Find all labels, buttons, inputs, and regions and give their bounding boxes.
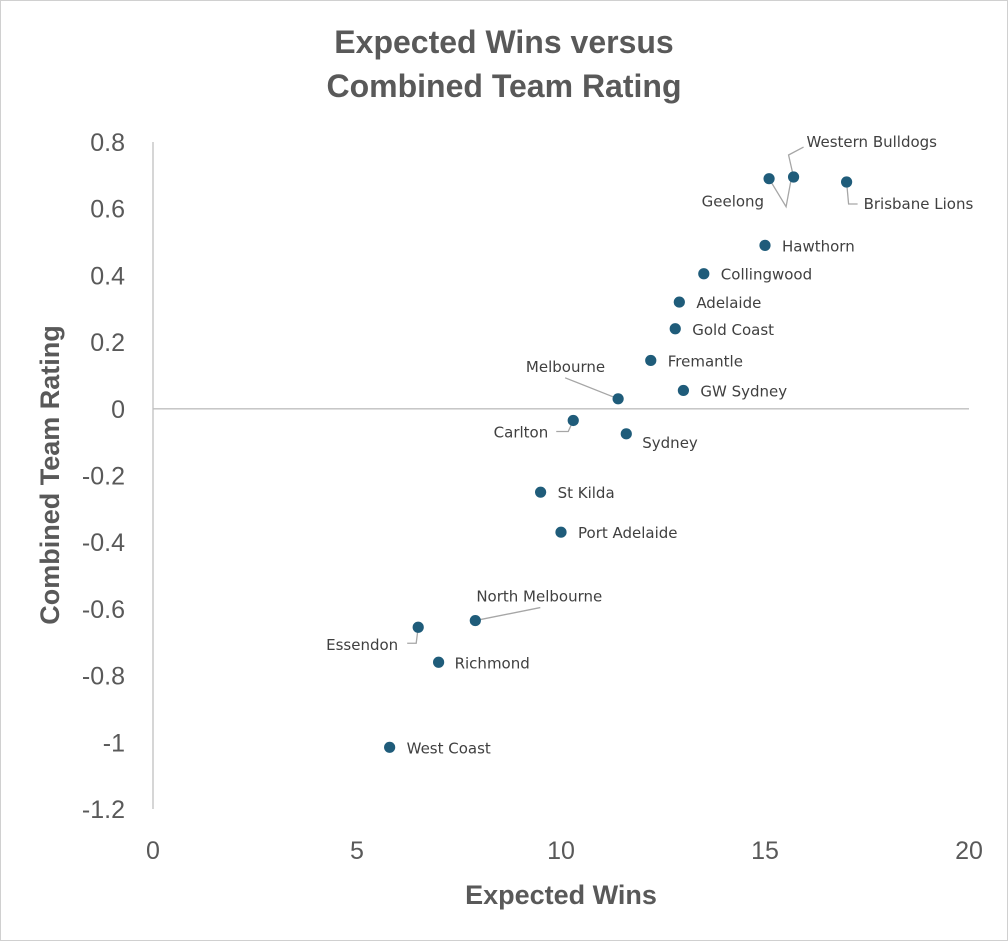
data-label-gold-coast: Gold Coast: [692, 321, 774, 339]
chart-title-line-2: Combined Team Rating: [327, 68, 682, 104]
data-point-st-kilda[interactable]: [535, 486, 547, 498]
data-point-hawthorn[interactable]: [759, 239, 771, 251]
data-point-richmond[interactable]: [433, 656, 445, 668]
x-tick-label: 20: [955, 837, 983, 865]
data-label-brisbane-lions: Brisbane Lions: [864, 195, 974, 213]
x-tick-label: 10: [547, 837, 575, 865]
data-point-essendon[interactable]: [412, 621, 424, 633]
data-point-geelong[interactable]: [763, 173, 775, 185]
points-layer: [384, 171, 853, 753]
y-tick-label: -1: [103, 729, 125, 757]
tick-labels-layer: 0 5 10 15 20 0.8 0.6 0.4 0.2 0 -0.2 -0.4 -0.6 -0.8 -1 -…: [82, 129, 983, 865]
data-point-melbourne[interactable]: [612, 393, 624, 405]
data-label-collingwood: Collingwood: [721, 266, 812, 284]
data-label-gw-sydney: GW Sydney: [700, 382, 787, 400]
y-tick-label: 0.2: [90, 329, 125, 357]
data-label-sydney: Sydney: [642, 434, 698, 452]
data-point-gold-coast[interactable]: [669, 323, 681, 335]
data-label-geelong: Geelong: [702, 193, 764, 211]
data-label-north-melbourne: North Melbourne: [476, 588, 602, 606]
data-label-adelaide: Adelaide: [696, 294, 761, 312]
data-point-western-bulldogs[interactable]: [787, 171, 800, 183]
y-tick-label: 0.4: [90, 262, 125, 290]
x-tick-label: 5: [350, 837, 364, 865]
point-labels-layer: Western Bulldogs Geelong Brisbane Lions Haw…: [326, 133, 973, 757]
leader-line-western-bulldogs: [787, 146, 804, 178]
chart-title-line-1: Expected Wins versus: [334, 24, 673, 60]
x-axis-title: Expected Wins: [465, 880, 657, 910]
y-tick-label: -0.8: [82, 663, 125, 691]
data-point-adelaide[interactable]: [673, 296, 685, 308]
data-label-carlton: Carlton: [494, 423, 549, 441]
x-tick-label: 15: [751, 837, 779, 865]
y-axis-title: Combined Team Rating: [35, 325, 65, 625]
data-label-fremantle: Fremantle: [668, 352, 743, 370]
leader-line-melbourne: [564, 377, 619, 400]
leader-line-north-melbourne: [475, 606, 541, 622]
data-label-hawthorn: Hawthorn: [782, 237, 855, 255]
data-label-western-bulldogs: Western Bulldogs: [807, 133, 938, 151]
data-label-melbourne: Melbourne: [526, 358, 605, 376]
data-label-west-coast: West Coast: [407, 739, 491, 757]
leader-line-brisbane-lions: [845, 181, 858, 205]
x-tick-label: 0: [146, 837, 160, 865]
data-point-sydney[interactable]: [620, 428, 632, 440]
y-tick-label: -0.4: [82, 529, 125, 557]
data-label-port-adelaide: Port Adelaide: [578, 524, 678, 542]
data-point-north-melbourne[interactable]: [469, 614, 481, 627]
data-point-port-adelaide[interactable]: [555, 526, 567, 538]
y-tick-label: 0.6: [90, 196, 125, 224]
data-label-essendon: Essendon: [326, 636, 398, 654]
data-point-brisbane-lions[interactable]: [841, 176, 853, 188]
y-tick-label: -1.2: [82, 796, 125, 824]
data-label-st-kilda: St Kilda: [558, 484, 615, 502]
leader-lines-layer: [407, 146, 858, 644]
data-point-fremantle[interactable]: [645, 354, 657, 367]
data-point-gw-sydney[interactable]: [677, 384, 690, 397]
y-tick-label: 0.8: [90, 129, 125, 157]
leader-line-geelong: [768, 178, 792, 209]
y-tick-label: -0.2: [82, 463, 125, 491]
data-point-collingwood[interactable]: [698, 268, 710, 280]
axes-layer: [152, 142, 969, 809]
data-label-richmond: Richmond: [455, 654, 530, 672]
y-tick-label: 0: [111, 396, 125, 424]
y-tick-label: -0.6: [82, 596, 125, 624]
data-point-carlton[interactable]: [567, 414, 579, 427]
data-point-west-coast[interactable]: [384, 741, 396, 753]
